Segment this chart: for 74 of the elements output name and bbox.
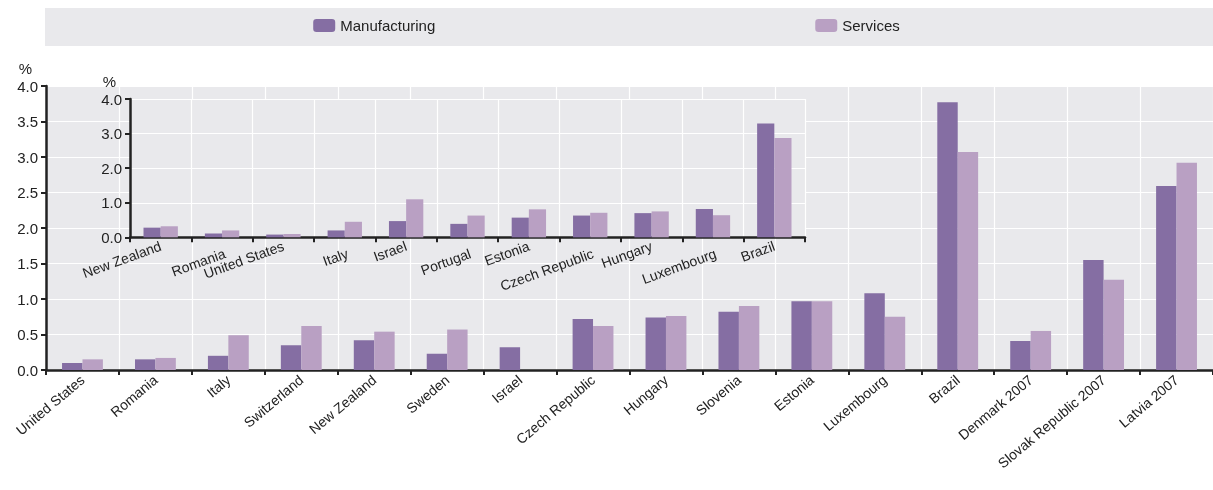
bar [388,221,407,238]
bar [937,102,958,370]
x-tick-label: Brazil [738,237,778,265]
y-tick-label: 1.0 [17,290,38,308]
bar [228,335,249,370]
bar [757,123,775,238]
legend-label: Services [842,17,900,34]
y-tick-label: 3.0 [101,125,122,143]
y-tick-label: 2.0 [101,159,122,177]
bar [406,199,424,238]
y-tick-label: 4.0 [17,77,38,95]
y-tick-label: 2.0 [17,219,38,237]
bar [884,316,906,370]
y-tick-label: 0.0 [17,361,38,379]
bar [593,325,614,370]
bar [590,212,608,238]
bar [864,293,885,370]
bar [718,311,739,370]
x-tick-label: Israel [371,237,409,265]
x-tick-label: Italy [203,371,234,401]
bar [791,301,812,370]
bar [511,217,529,238]
bar [1010,340,1031,370]
bar [572,318,594,370]
bar [957,152,979,370]
y-tick-label: 3.5 [17,113,38,130]
bar [651,211,669,238]
bar [134,359,156,370]
bar [222,230,240,238]
bar [1176,162,1197,370]
bar [1156,186,1177,370]
y-tick-label: 0.5 [17,326,38,343]
bar [665,316,687,370]
bar [695,208,713,238]
bar [528,209,547,238]
bar [467,215,485,238]
bar [450,223,468,238]
bar [634,213,652,238]
bar [499,347,521,370]
bar [645,317,666,370]
bar [738,306,760,370]
y-tick-label: 1.0 [101,194,122,212]
y-tick-label: 0.0 [101,228,122,246]
bar [1103,279,1125,370]
bar [62,362,83,370]
legend-label: Manufacturing [340,17,436,34]
bar [353,340,375,370]
bar [155,357,176,370]
bar [712,215,731,238]
bar [774,138,792,238]
bar [327,230,345,238]
bar [1083,259,1104,370]
bar [143,227,161,238]
y-tick-label: 1.5 [17,255,38,272]
bar [573,215,591,238]
y-tick-label: 3.0 [17,148,38,166]
bar [160,226,178,238]
x-tick-label: Estonia [482,237,532,269]
y-axis-title: % [102,73,116,90]
x-tick-label: Italy [320,245,351,270]
bar [82,359,103,370]
bar [374,331,395,370]
bar [301,325,322,370]
y-tick-label: 4.0 [101,90,122,108]
bar [207,355,229,370]
bar [344,221,362,238]
bar [1030,330,1052,370]
y-tick-label: 2.5 [17,184,38,201]
bar [811,301,833,370]
bar [280,345,302,370]
bar [447,329,468,370]
bar [283,233,301,238]
y-axis-title: % [18,60,32,77]
bar [426,353,448,370]
